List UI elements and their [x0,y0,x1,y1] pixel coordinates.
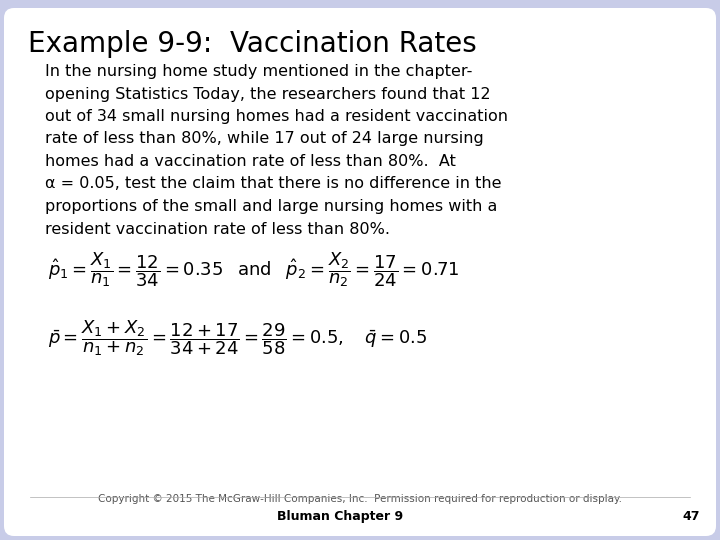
Text: Example 9-9:  Vaccination Rates: Example 9-9: Vaccination Rates [28,30,477,58]
Text: resident vaccination rate of less than 80%.: resident vaccination rate of less than 8… [45,221,390,237]
Text: 47: 47 [683,510,700,523]
Text: proportions of the small and large nursing homes with a: proportions of the small and large nursi… [45,199,498,214]
Text: $\bar{p} = \dfrac{X_1 + X_2}{n_1 + n_2} = \dfrac{12 + 17}{34 + 24} = \dfrac{29}{: $\bar{p} = \dfrac{X_1 + X_2}{n_1 + n_2} … [48,318,427,357]
Text: In the nursing home study mentioned in the chapter-: In the nursing home study mentioned in t… [45,64,472,79]
Text: Copyright © 2015 The McGraw-Hill Companies, Inc.  Permission required for reprod: Copyright © 2015 The McGraw-Hill Compani… [98,494,622,504]
Text: opening Statistics Today, the researchers found that 12: opening Statistics Today, the researcher… [45,86,490,102]
Text: α = 0.05, test the claim that there is no difference in the: α = 0.05, test the claim that there is n… [45,177,502,192]
Text: rate of less than 80%, while 17 out of 24 large nursing: rate of less than 80%, while 17 out of 2… [45,132,484,146]
FancyBboxPatch shape [4,8,716,536]
Text: $\hat{p}_1 = \dfrac{X_1}{n_1} = \dfrac{12}{34} = 0.35$$\;\;\;\mathrm{and}\;\;\;$: $\hat{p}_1 = \dfrac{X_1}{n_1} = \dfrac{1… [48,250,459,289]
Text: homes had a vaccination rate of less than 80%.  At: homes had a vaccination rate of less tha… [45,154,456,169]
Text: out of 34 small nursing homes had a resident vaccination: out of 34 small nursing homes had a resi… [45,109,508,124]
Text: Bluman Chapter 9: Bluman Chapter 9 [277,510,403,523]
